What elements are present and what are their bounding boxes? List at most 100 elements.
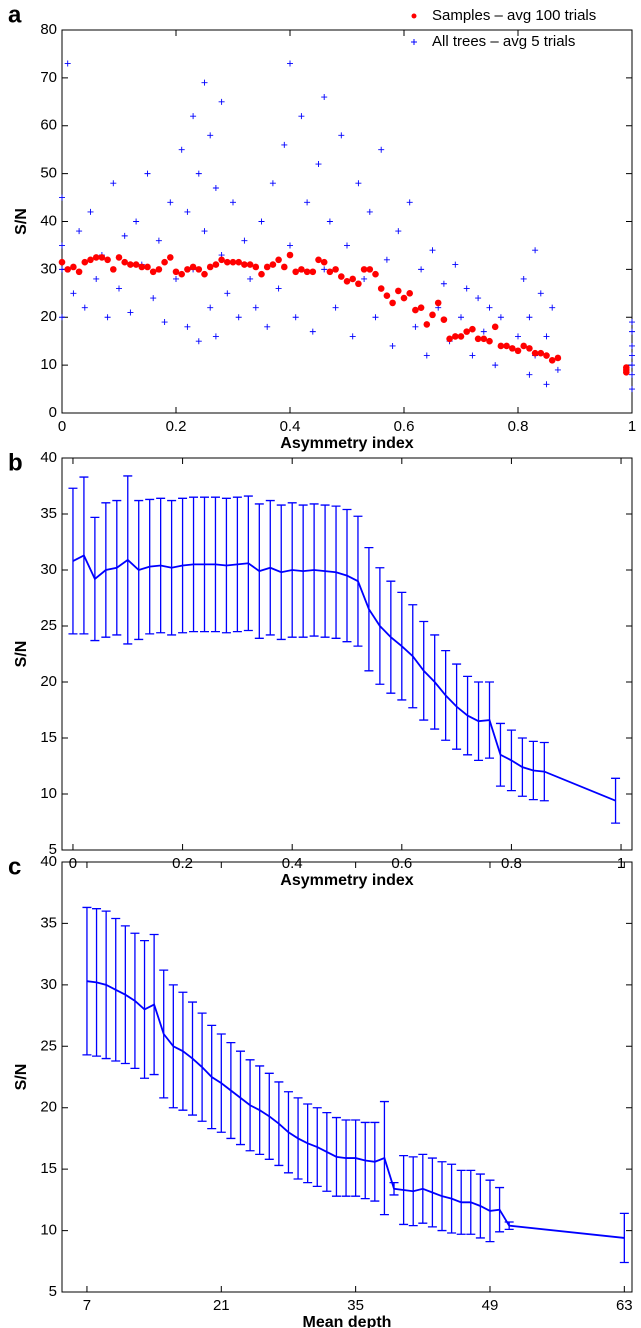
tree-point bbox=[309, 328, 316, 335]
y-tick-label: 60 bbox=[40, 117, 57, 134]
sample-point bbox=[167, 254, 174, 261]
tree-point bbox=[315, 161, 322, 168]
sample-point bbox=[338, 273, 345, 280]
x-tick-label: 63 bbox=[616, 1297, 633, 1314]
x-tick-label: 35 bbox=[347, 1297, 364, 1314]
tree-point bbox=[59, 314, 65, 321]
y-tick-label: 25 bbox=[40, 617, 57, 634]
sample-point bbox=[132, 261, 140, 268]
sample-point bbox=[389, 299, 396, 307]
mean-line bbox=[86, 980, 625, 1239]
y-tick-label: 30 bbox=[40, 976, 57, 993]
y-tick-label: 70 bbox=[40, 69, 57, 86]
sample-point bbox=[417, 304, 425, 311]
tree-point bbox=[321, 94, 328, 101]
sample-point bbox=[121, 258, 128, 266]
sample-point bbox=[457, 333, 465, 340]
x-tick-label: 0.2 bbox=[172, 855, 193, 872]
y-tick-label: 35 bbox=[40, 914, 57, 931]
tree-point bbox=[235, 314, 242, 321]
y-tick-label: 10 bbox=[40, 1222, 57, 1239]
tree-point bbox=[93, 275, 100, 282]
y-tick-label: 15 bbox=[40, 729, 57, 746]
sample-point bbox=[463, 328, 471, 335]
tree-point bbox=[543, 333, 550, 340]
tree-point bbox=[338, 132, 345, 139]
tree-point bbox=[452, 261, 459, 268]
sample-point bbox=[474, 335, 482, 343]
tree-point bbox=[383, 256, 390, 263]
sample-point bbox=[309, 268, 317, 276]
tree-point bbox=[469, 352, 476, 359]
tree-point bbox=[526, 314, 533, 321]
sample-point bbox=[412, 306, 419, 314]
tree-point bbox=[378, 146, 385, 153]
sample-point bbox=[224, 258, 231, 266]
tree-point bbox=[59, 194, 65, 201]
x-axis-label: Asymmetry index bbox=[280, 435, 413, 452]
tree-point bbox=[497, 314, 504, 321]
y-tick-label: 40 bbox=[40, 212, 57, 229]
sample-point bbox=[343, 278, 351, 285]
sample-point bbox=[332, 266, 339, 273]
tree-point bbox=[480, 328, 487, 335]
y-tick-label: 20 bbox=[40, 308, 57, 325]
sample-point bbox=[184, 266, 191, 273]
error-bar bbox=[68, 487, 78, 635]
tree-point bbox=[458, 314, 464, 321]
legend-label: All trees – avg 5 trials bbox=[432, 33, 575, 50]
sample-point bbox=[258, 270, 265, 278]
sample-point bbox=[138, 263, 146, 271]
y-tick-label: 25 bbox=[40, 1037, 57, 1054]
x-tick-label: 0.4 bbox=[280, 418, 301, 435]
y-tick-label: 35 bbox=[40, 505, 57, 522]
x-axis-label: Mean depth bbox=[303, 1314, 392, 1328]
tree-point bbox=[59, 266, 65, 273]
sample-point bbox=[349, 275, 357, 283]
legend-label: Samples – avg 100 trials bbox=[432, 7, 596, 24]
tree-point bbox=[110, 180, 117, 187]
sample-point bbox=[286, 251, 294, 259]
y-tick-label: 10 bbox=[40, 356, 57, 373]
tree-point bbox=[629, 328, 635, 335]
x-tick-label: 0.2 bbox=[166, 418, 187, 435]
tree-point bbox=[298, 113, 305, 120]
y-tick-label: 80 bbox=[40, 21, 57, 38]
sample-point bbox=[144, 263, 151, 271]
x-tick-label: 7 bbox=[83, 1297, 91, 1314]
y-tick-label: 5 bbox=[49, 841, 57, 858]
tree-point bbox=[241, 237, 248, 244]
sample-point bbox=[92, 254, 100, 261]
sample-point bbox=[406, 290, 414, 297]
sample-point bbox=[503, 342, 510, 350]
x-tick-label: 0.6 bbox=[391, 855, 412, 872]
sample-point bbox=[127, 261, 134, 268]
tree-point bbox=[395, 228, 402, 235]
tree-point bbox=[252, 304, 259, 311]
tree-point bbox=[554, 366, 561, 373]
tree-point bbox=[59, 242, 65, 249]
tree-point bbox=[184, 208, 191, 215]
tree-point bbox=[247, 275, 254, 282]
sample-point bbox=[263, 263, 271, 271]
tree-point bbox=[207, 132, 214, 139]
y-tick-label: 40 bbox=[40, 853, 57, 870]
sample-point bbox=[58, 258, 66, 266]
x-tick-label: 1 bbox=[617, 855, 625, 872]
tree-point bbox=[150, 295, 157, 302]
sample-point bbox=[423, 321, 431, 328]
x-tick-label: 0 bbox=[69, 855, 77, 872]
sample-point bbox=[366, 266, 374, 273]
sample-point bbox=[161, 258, 168, 266]
y-axis-label: S/N bbox=[13, 208, 30, 235]
tree-point bbox=[212, 184, 219, 191]
tree-point bbox=[195, 338, 202, 345]
tree-point bbox=[515, 333, 521, 340]
tree-point bbox=[389, 342, 396, 349]
sample-point bbox=[172, 268, 180, 276]
tree-point bbox=[429, 247, 436, 254]
tree-point bbox=[287, 60, 293, 67]
tree-point bbox=[64, 60, 71, 67]
sample-point bbox=[115, 254, 123, 261]
